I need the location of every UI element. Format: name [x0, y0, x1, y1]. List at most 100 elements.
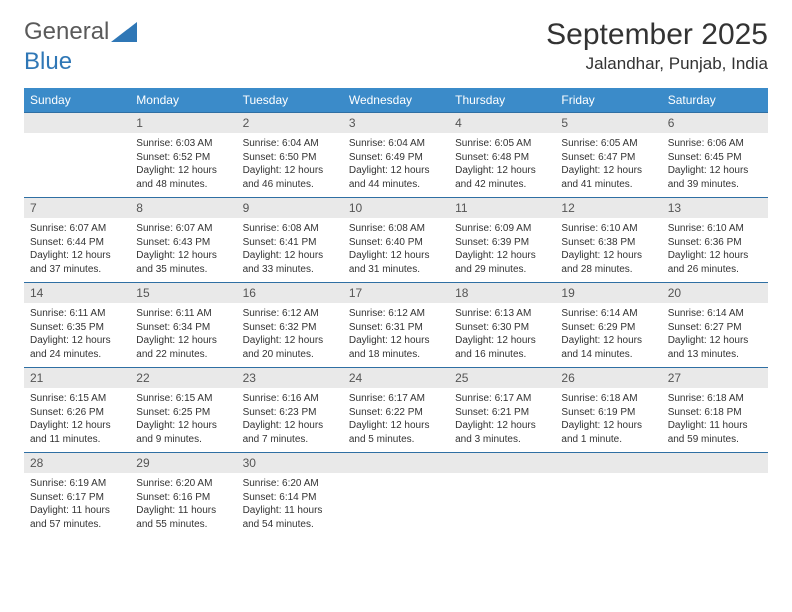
day-sunrise: Sunrise: 6:15 AM — [30, 392, 124, 406]
day-sunrise: Sunrise: 6:12 AM — [243, 307, 337, 321]
month-title: September 2025 — [546, 18, 768, 52]
day-sunset: Sunset: 6:40 PM — [349, 236, 443, 250]
day-details: Sunrise: 6:05 AMSunset: 6:48 PMDaylight:… — [449, 133, 555, 195]
dow-fri: Friday — [555, 88, 661, 113]
day-details: Sunrise: 6:04 AMSunset: 6:49 PMDaylight:… — [343, 133, 449, 195]
day-number: 30 — [237, 453, 343, 473]
day-cell — [343, 453, 449, 538]
location-text: Jalandhar, Punjab, India — [546, 54, 768, 74]
day-cell: 25Sunrise: 6:17 AMSunset: 6:21 PMDayligh… — [449, 368, 555, 453]
day-sunrise: Sunrise: 6:12 AM — [349, 307, 443, 321]
day-number: 11 — [449, 198, 555, 218]
day-sunset: Sunset: 6:23 PM — [243, 406, 337, 420]
week-row: 14Sunrise: 6:11 AMSunset: 6:35 PMDayligh… — [24, 283, 768, 368]
day-details: Sunrise: 6:10 AMSunset: 6:36 PMDaylight:… — [662, 218, 768, 280]
day-details: Sunrise: 6:16 AMSunset: 6:23 PMDaylight:… — [237, 388, 343, 450]
day-cell: 15Sunrise: 6:11 AMSunset: 6:34 PMDayligh… — [130, 283, 236, 368]
day-sunset: Sunset: 6:25 PM — [136, 406, 230, 420]
day-cell: 27Sunrise: 6:18 AMSunset: 6:18 PMDayligh… — [662, 368, 768, 453]
day-number — [449, 453, 555, 473]
day-cell: 28Sunrise: 6:19 AMSunset: 6:17 PMDayligh… — [24, 453, 130, 538]
day-daylight: Daylight: 12 hours and 18 minutes. — [349, 334, 443, 361]
day-cell: 12Sunrise: 6:10 AMSunset: 6:38 PMDayligh… — [555, 198, 661, 283]
day-number: 21 — [24, 368, 130, 388]
day-daylight: Daylight: 12 hours and 26 minutes. — [668, 249, 762, 276]
day-sunrise: Sunrise: 6:14 AM — [668, 307, 762, 321]
day-details: Sunrise: 6:06 AMSunset: 6:45 PMDaylight:… — [662, 133, 768, 195]
day-details: Sunrise: 6:08 AMSunset: 6:40 PMDaylight:… — [343, 218, 449, 280]
dow-tue: Tuesday — [237, 88, 343, 113]
day-sunset: Sunset: 6:43 PM — [136, 236, 230, 250]
day-sunrise: Sunrise: 6:11 AM — [136, 307, 230, 321]
day-sunrise: Sunrise: 6:04 AM — [243, 137, 337, 151]
week-row: 7Sunrise: 6:07 AMSunset: 6:44 PMDaylight… — [24, 198, 768, 283]
day-sunrise: Sunrise: 6:20 AM — [243, 477, 337, 491]
week-row: 21Sunrise: 6:15 AMSunset: 6:26 PMDayligh… — [24, 368, 768, 453]
day-sunrise: Sunrise: 6:14 AM — [561, 307, 655, 321]
day-sunrise: Sunrise: 6:08 AM — [243, 222, 337, 236]
day-details: Sunrise: 6:17 AMSunset: 6:22 PMDaylight:… — [343, 388, 449, 450]
day-details: Sunrise: 6:20 AMSunset: 6:14 PMDaylight:… — [237, 473, 343, 535]
day-sunset: Sunset: 6:36 PM — [668, 236, 762, 250]
day-sunrise: Sunrise: 6:03 AM — [136, 137, 230, 151]
brand-text-2: Blue — [24, 48, 72, 76]
day-cell: 10Sunrise: 6:08 AMSunset: 6:40 PMDayligh… — [343, 198, 449, 283]
day-cell: 1Sunrise: 6:03 AMSunset: 6:52 PMDaylight… — [130, 113, 236, 198]
day-daylight: Daylight: 11 hours and 57 minutes. — [30, 504, 124, 531]
day-number: 19 — [555, 283, 661, 303]
title-block: September 2025 Jalandhar, Punjab, India — [546, 18, 768, 74]
day-cell: 6Sunrise: 6:06 AMSunset: 6:45 PMDaylight… — [662, 113, 768, 198]
dow-thu: Thursday — [449, 88, 555, 113]
day-daylight: Daylight: 12 hours and 3 minutes. — [455, 419, 549, 446]
day-cell: 24Sunrise: 6:17 AMSunset: 6:22 PMDayligh… — [343, 368, 449, 453]
day-sunset: Sunset: 6:38 PM — [561, 236, 655, 250]
day-number: 23 — [237, 368, 343, 388]
day-number: 15 — [130, 283, 236, 303]
day-number: 12 — [555, 198, 661, 218]
day-number: 18 — [449, 283, 555, 303]
day-details: Sunrise: 6:18 AMSunset: 6:19 PMDaylight:… — [555, 388, 661, 450]
day-sunrise: Sunrise: 6:18 AM — [668, 392, 762, 406]
day-sunset: Sunset: 6:48 PM — [455, 151, 549, 165]
day-number — [24, 113, 130, 133]
day-number: 10 — [343, 198, 449, 218]
day-sunset: Sunset: 6:19 PM — [561, 406, 655, 420]
day-sunrise: Sunrise: 6:15 AM — [136, 392, 230, 406]
week-row: 28Sunrise: 6:19 AMSunset: 6:17 PMDayligh… — [24, 453, 768, 538]
day-details: Sunrise: 6:18 AMSunset: 6:18 PMDaylight:… — [662, 388, 768, 450]
day-daylight: Daylight: 12 hours and 28 minutes. — [561, 249, 655, 276]
day-sunrise: Sunrise: 6:09 AM — [455, 222, 549, 236]
day-number: 16 — [237, 283, 343, 303]
day-number: 27 — [662, 368, 768, 388]
day-cell — [449, 453, 555, 538]
day-sunrise: Sunrise: 6:04 AM — [349, 137, 443, 151]
day-daylight: Daylight: 12 hours and 41 minutes. — [561, 164, 655, 191]
day-number: 24 — [343, 368, 449, 388]
day-details: Sunrise: 6:17 AMSunset: 6:21 PMDaylight:… — [449, 388, 555, 450]
day-daylight: Daylight: 12 hours and 5 minutes. — [349, 419, 443, 446]
day-cell: 16Sunrise: 6:12 AMSunset: 6:32 PMDayligh… — [237, 283, 343, 368]
day-sunset: Sunset: 6:18 PM — [668, 406, 762, 420]
day-cell: 20Sunrise: 6:14 AMSunset: 6:27 PMDayligh… — [662, 283, 768, 368]
day-sunset: Sunset: 6:44 PM — [30, 236, 124, 250]
day-sunset: Sunset: 6:34 PM — [136, 321, 230, 335]
day-sunset: Sunset: 6:29 PM — [561, 321, 655, 335]
day-details: Sunrise: 6:13 AMSunset: 6:30 PMDaylight:… — [449, 303, 555, 365]
day-daylight: Daylight: 12 hours and 13 minutes. — [668, 334, 762, 361]
day-sunset: Sunset: 6:52 PM — [136, 151, 230, 165]
day-number: 5 — [555, 113, 661, 133]
day-daylight: Daylight: 12 hours and 7 minutes. — [243, 419, 337, 446]
day-number: 17 — [343, 283, 449, 303]
day-daylight: Daylight: 12 hours and 9 minutes. — [136, 419, 230, 446]
day-cell — [662, 453, 768, 538]
day-number: 25 — [449, 368, 555, 388]
day-sunrise: Sunrise: 6:20 AM — [136, 477, 230, 491]
day-daylight: Daylight: 12 hours and 33 minutes. — [243, 249, 337, 276]
day-daylight: Daylight: 12 hours and 46 minutes. — [243, 164, 337, 191]
day-number: 14 — [24, 283, 130, 303]
day-details: Sunrise: 6:08 AMSunset: 6:41 PMDaylight:… — [237, 218, 343, 280]
day-sunset: Sunset: 6:21 PM — [455, 406, 549, 420]
day-details: Sunrise: 6:12 AMSunset: 6:31 PMDaylight:… — [343, 303, 449, 365]
day-cell: 7Sunrise: 6:07 AMSunset: 6:44 PMDaylight… — [24, 198, 130, 283]
day-number — [662, 453, 768, 473]
